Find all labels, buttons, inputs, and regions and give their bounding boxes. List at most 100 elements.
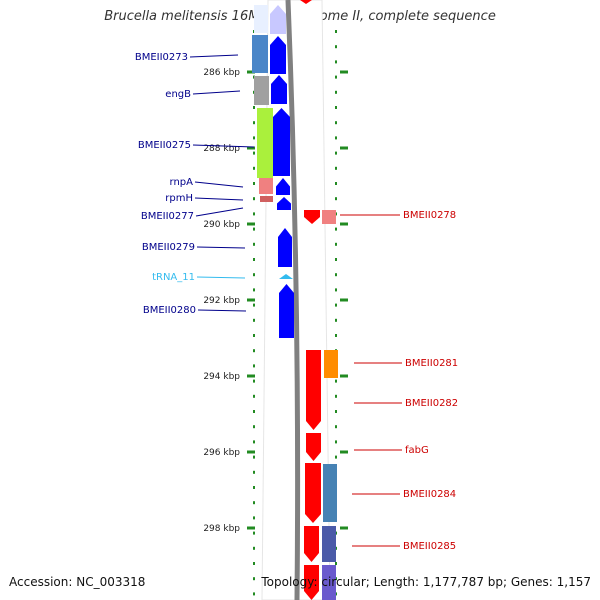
tick-dot-left [253, 121, 255, 125]
label-leader-line [192, 90, 241, 95]
cds-forward-arrow [270, 5, 286, 34]
ruler-label: 294 kbp [203, 372, 240, 382]
tick-dot-right [335, 197, 337, 201]
gene-label-right: BMEII0281 [405, 358, 458, 369]
tick-dot-left [253, 212, 255, 216]
ruler-label: 286 kbp [203, 68, 240, 78]
major-tick [340, 298, 348, 302]
gene-label-right: BMEII0284 [403, 489, 456, 500]
cog-bar [322, 565, 336, 600]
label-leader-line [189, 54, 239, 58]
label-leader-line [197, 309, 247, 312]
tick-dot-left [253, 501, 255, 505]
gene-label-left: tRNA_11 [152, 272, 195, 283]
tick-dot-left [253, 227, 255, 231]
tick-dot-left [253, 136, 255, 140]
tick-dot-right [335, 562, 337, 565]
tick-dot-left [253, 531, 255, 535]
cds-forward-arrow [270, 36, 286, 74]
cog-bar [252, 35, 268, 73]
ruler-label: 292 kbp [203, 296, 240, 306]
tick-dot-left [253, 440, 255, 444]
gene-label-left: rnpA [170, 177, 194, 188]
tick-dot-right [335, 425, 337, 429]
tick-dot-left [253, 486, 255, 489]
tick-dot-right [335, 136, 337, 140]
tick-dot-right [335, 379, 337, 383]
tick-dot-left [253, 334, 255, 337]
major-tick [247, 450, 255, 454]
backbone-line [285, 0, 301, 600]
gene-label-right: fabG [405, 445, 429, 456]
tick-dot-right [335, 182, 337, 185]
tick-dot-left [253, 318, 255, 322]
tick-dot-right [335, 151, 337, 155]
tick-dot-right [335, 410, 337, 413]
cog-bar [254, 76, 269, 105]
gene-label-left: BMEII0277 [141, 211, 194, 222]
cog-bar [324, 350, 338, 378]
tick-dot-right [335, 273, 337, 277]
tick-dot-right [335, 45, 337, 49]
tick-dot-left [253, 562, 255, 565]
major-tick [340, 450, 348, 454]
cds-reverse-arrow [304, 526, 319, 562]
cds-reverse-arrow [304, 565, 319, 600]
gene-label-left: BMEII0280 [143, 305, 196, 316]
tick-dot-right [335, 455, 337, 459]
tick-dot-left [253, 410, 255, 413]
cds-forward-arrow [271, 75, 287, 104]
tick-dot-left [253, 516, 255, 520]
ruler-label: 296 kbp [203, 448, 240, 458]
tick-dot-right [335, 394, 337, 398]
gene-label-left: engB [165, 89, 191, 100]
cds-forward-arrow [278, 228, 292, 267]
major-tick [340, 526, 348, 530]
tick-dot-left [253, 258, 255, 261]
tick-dot-left [253, 182, 255, 185]
cog-bar [254, 5, 268, 33]
tick-dot-left [253, 197, 255, 201]
tick-dot-left [253, 364, 255, 368]
tick-dot-right [335, 106, 337, 109]
ruler-label: 298 kbp [203, 524, 240, 534]
label-leader-line [192, 144, 255, 148]
gene-label-right: BMEII0278 [403, 210, 456, 221]
tick-dot-left [253, 151, 255, 155]
tick-dot-right [335, 90, 337, 94]
tick-dot-right [335, 30, 337, 33]
tick-dot-left [253, 273, 255, 277]
gene-label-left: BMEII0273 [135, 52, 188, 63]
ruler-label: 290 kbp [203, 220, 240, 230]
major-tick [340, 146, 348, 150]
tick-dot-left [253, 288, 255, 292]
tick-dot-left [253, 470, 255, 474]
label-leader-line [196, 276, 246, 279]
tick-dot-right [335, 258, 337, 261]
cds-reverse-arrow [306, 433, 321, 461]
cds-reverse-arrow [306, 350, 321, 430]
cds-reverse-arrow [305, 463, 321, 523]
cog-bar [260, 196, 273, 202]
tick-dot-right [335, 60, 337, 64]
tick-dot-left [253, 546, 255, 550]
major-tick [247, 526, 255, 530]
major-tick [340, 70, 348, 74]
tick-dot-left [253, 592, 255, 596]
major-tick [340, 374, 348, 378]
tick-dot-left [253, 303, 255, 307]
tick-dot-left [253, 242, 255, 246]
tick-dot-left [253, 379, 255, 383]
cog-bar [322, 526, 336, 562]
tick-dot-left [253, 577, 255, 581]
accession-text: Accession: NC_003318 [9, 575, 146, 589]
tick-dot-left [253, 349, 255, 353]
gene-label-right: BMEII0282 [405, 398, 458, 409]
ruler-label: 288 kbp [203, 144, 240, 154]
major-tick [247, 298, 255, 302]
cog-bar [323, 464, 337, 522]
tick-dot-right [335, 121, 337, 125]
cds-forward-arrow [279, 284, 294, 338]
